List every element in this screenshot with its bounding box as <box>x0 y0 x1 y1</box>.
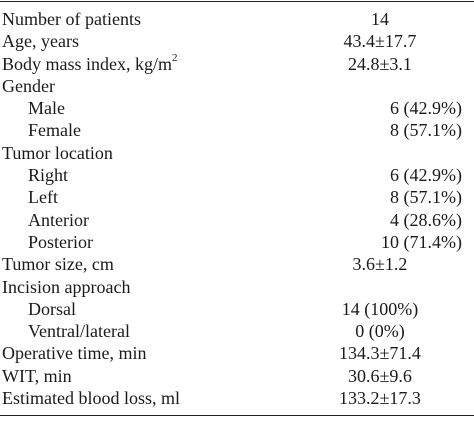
table-row: Tumor size, cm 3.6±1.2 <box>0 253 474 275</box>
row-value: 6 (42.9%) <box>390 98 462 119</box>
table-row: Gender <box>0 75 474 97</box>
row-value: 14 (100%) <box>341 298 419 319</box>
table-row: Age, years 43.4±17.7 <box>0 30 474 52</box>
table-row: Anterior 4 (28.6%) <box>0 209 474 231</box>
row-label: WIT, min <box>2 365 72 386</box>
row-value: 8 (57.1%) <box>390 120 462 141</box>
row-value: 30.6±9.6 <box>348 365 412 386</box>
table-row: Incision approach <box>0 276 474 298</box>
row-label: Tumor location <box>2 142 113 163</box>
row-label: Dorsal <box>28 298 76 319</box>
row-label: Tumor size, cm <box>2 254 114 275</box>
row-value: 134.3±71.4 <box>339 343 421 364</box>
table-row: Dorsal 14 (100%) <box>0 298 474 320</box>
row-value: 10 (71.4%) <box>381 231 462 252</box>
row-label: Estimated blood loss, ml <box>2 388 180 409</box>
row-value: 24.8±3.1 <box>348 53 412 74</box>
table-row: Right 6 (42.9%) <box>0 164 474 186</box>
row-value: 8 (57.1%) <box>390 187 462 208</box>
table-row: Body mass index, kg/m2 24.8±3.1 <box>0 51 474 75</box>
row-value: 0 (0%) <box>355 321 405 342</box>
row-label: Operative time, min <box>2 343 147 364</box>
row-label: Incision approach <box>2 276 131 297</box>
row-label: Body mass index, kg/m2 <box>2 51 178 74</box>
table-top-rule <box>0 1 474 2</box>
row-label: Male <box>28 98 65 119</box>
row-value: 14 <box>371 9 389 29</box>
row-label: Female <box>28 120 81 141</box>
table-row: Ventral/lateral 0 (0%) <box>0 320 474 342</box>
row-label: Left <box>28 187 58 208</box>
table-row: Female 8 (57.1%) <box>0 119 474 141</box>
row-label: Number of patients <box>2 9 141 29</box>
row-value: 133.2±17.3 <box>339 388 421 409</box>
table-row: Number of patients 14 <box>0 8 474 30</box>
table-row: Left 8 (57.1%) <box>0 186 474 208</box>
row-value: 4 (28.6%) <box>390 209 462 230</box>
row-label: Posterior <box>28 231 93 252</box>
table-row: Operative time, min 134.3±71.4 <box>0 342 474 364</box>
row-label: Right <box>28 165 69 186</box>
row-label: Anterior <box>28 209 89 230</box>
table-row: WIT, min 30.6±9.6 <box>0 365 474 387</box>
table-row: Estimated blood loss, ml 133.2±17.3 <box>0 387 474 409</box>
row-label: Gender <box>2 75 55 96</box>
table-row: Tumor location <box>0 142 474 164</box>
table-row: Posterior 10 (71.4%) <box>0 231 474 253</box>
table-body: Number of patients 14 Age, years 43.4±17.7 B… <box>0 8 474 409</box>
table-bottom-rule <box>0 415 474 416</box>
row-value: 43.4±17.7 <box>343 31 417 52</box>
row-label-superscript: 2 <box>172 51 178 64</box>
table-row: Male 6 (42.9%) <box>0 97 474 119</box>
row-value: 6 (42.9%) <box>390 165 462 186</box>
row-label: Age, years <box>2 31 79 52</box>
row-value: 3.6±1.2 <box>352 254 408 275</box>
row-label: Ventral/lateral <box>28 321 130 342</box>
